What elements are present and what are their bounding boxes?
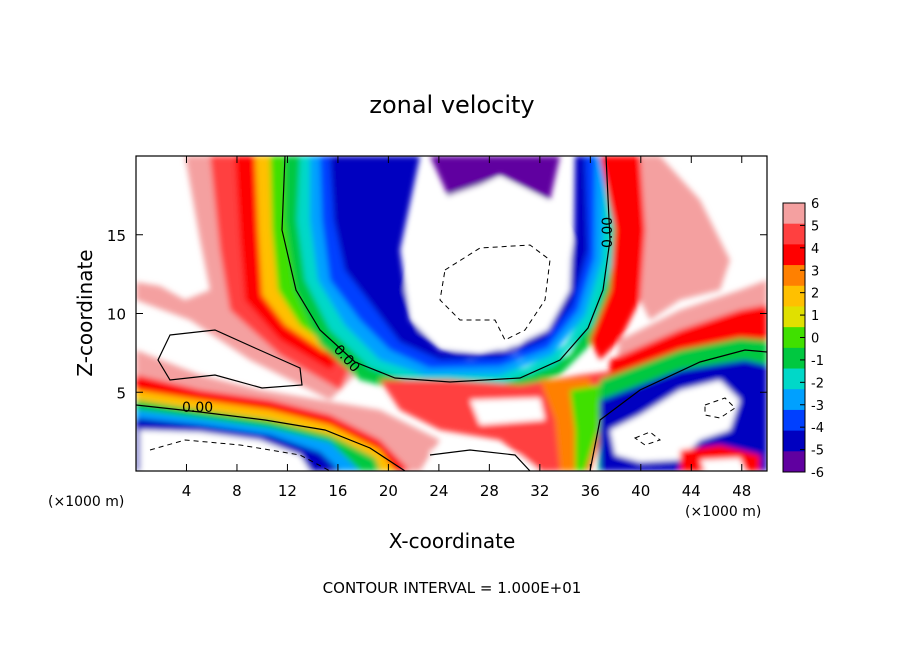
colorbar-tick-label: -1 (811, 354, 824, 369)
colorbar-swatch (783, 265, 805, 287)
colorbar-swatch (783, 451, 805, 473)
x-axis: 4 8 12 16 20 24 28 32 36 40 44 48 (182, 156, 751, 500)
colorbar-tick-label: 2 (811, 287, 819, 302)
y-tick-label: 15 (107, 227, 126, 245)
colorbar-swatch (783, 430, 805, 452)
colorbar-swatch (783, 368, 805, 390)
x-tick-label: 32 (530, 482, 549, 500)
y-axis-title: Z-coordinate (73, 249, 97, 376)
colorbar-tick-label: 0 (811, 332, 819, 347)
colorbar-swatch (783, 223, 805, 245)
colorbar-swatch (783, 285, 805, 307)
colorbar-tick-label: -2 (811, 376, 824, 391)
colorbar-swatch (783, 409, 805, 432)
colorbar-tick-label: 6 (811, 197, 819, 212)
x-tick-label: 48 (732, 482, 751, 500)
colorbar-tick-label: 4 (811, 242, 819, 257)
x-axis-title: X-coordinate (389, 529, 516, 553)
y-axis: 5 10 15 (107, 227, 767, 402)
colorbar-tick-label: -3 (811, 399, 824, 414)
colorbar: 6 5 4 3 2 1 0 -1 -2 -3 -4 -5 -6 (782, 197, 824, 481)
chart-title: zonal velocity (369, 91, 534, 119)
contour-interval-note: CONTOUR INTERVAL = 1.000E+01 (323, 579, 582, 597)
y-tick-label: 5 (116, 384, 126, 402)
x-unit-label: (×1000 m) (48, 494, 124, 510)
x-tick-label: 4 (182, 482, 192, 500)
x-tick-label: 12 (278, 482, 297, 500)
colorbar-tick-label: -5 (811, 444, 824, 459)
heatmap-field (136, 156, 767, 471)
colorbar-swatch (783, 244, 805, 266)
x-tick-label: 40 (631, 482, 650, 500)
colorbar-swatch (783, 327, 805, 349)
x-tick-label: 16 (328, 482, 347, 500)
colorbar-swatch (783, 306, 805, 328)
colorbar-tick-label: -6 (811, 466, 824, 481)
colorbar-swatch (783, 347, 805, 370)
contour-label: 0.00 (182, 400, 213, 416)
x-tick-label: 24 (429, 482, 448, 500)
x-tick-label: 28 (480, 482, 499, 500)
colorbar-swatch (783, 389, 805, 411)
x-tick-label: 8 (232, 482, 242, 500)
x-unit-label: (×1000 m) (685, 504, 761, 520)
y-tick-label: 10 (107, 306, 126, 324)
x-tick-label: 36 (581, 482, 600, 500)
colorbar-swatch (783, 203, 805, 225)
x-tick-label: 44 (682, 482, 701, 500)
contour-lines (136, 156, 767, 471)
dashed-contours (149, 244, 736, 471)
colorbar-tick-label: -4 (811, 421, 824, 436)
colorbar-tick-label: 3 (811, 264, 819, 279)
colorbar-tick-label: 5 (811, 219, 819, 234)
colorbar-tick-label: 1 (811, 309, 819, 324)
contour-label: 0.00 (600, 217, 616, 248)
x-tick-label: 20 (379, 482, 398, 500)
